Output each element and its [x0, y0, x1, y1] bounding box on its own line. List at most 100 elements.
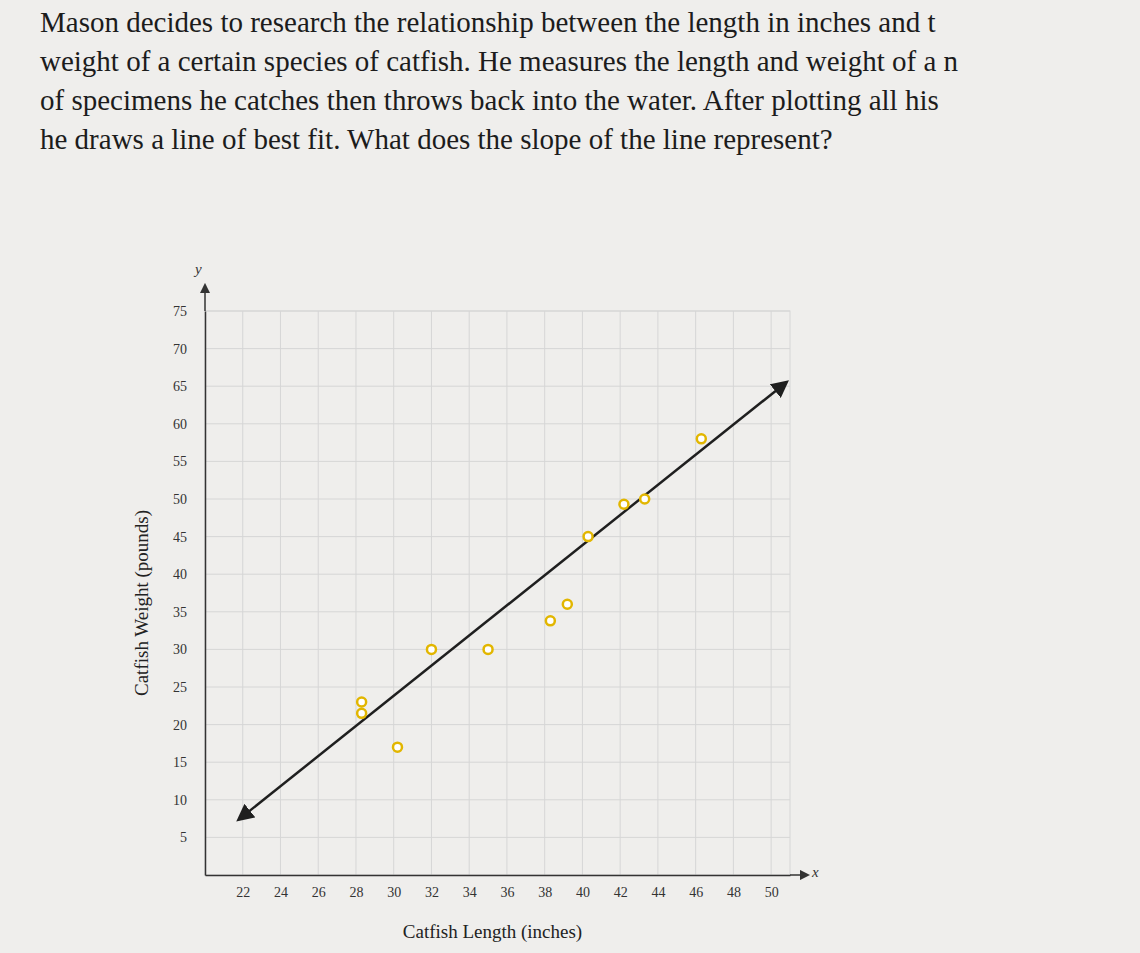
tick: 36 — [500, 875, 514, 900]
tick-label: 25 — [173, 680, 187, 695]
tick-label: 22 — [236, 885, 250, 900]
tick-label: 44 — [651, 885, 665, 900]
tick: 26 — [312, 875, 326, 900]
tick: 46 — [689, 875, 703, 900]
tick-label: 75 — [173, 304, 187, 319]
grid-line — [205, 799, 790, 800]
tick: 30 — [387, 875, 401, 900]
tick-label: 46 — [689, 885, 703, 900]
grid — [205, 311, 790, 875]
point — [427, 645, 436, 654]
tick-label: 24 — [274, 885, 288, 900]
point — [546, 616, 555, 625]
question: Mason decides to research the relationsh… — [40, 6, 959, 155]
tick-label: 28 — [349, 885, 363, 900]
tick: 25 — [173, 680, 205, 695]
point — [393, 743, 402, 752]
tick: 34 — [463, 875, 477, 900]
y-axis: 5 10 15 20 25 30 35 40 45 50 55 60 65 70 75 — [173, 304, 206, 876]
grid-line — [205, 724, 790, 725]
grid-line — [205, 386, 790, 387]
tick: 38 — [538, 875, 552, 900]
grid-line — [355, 311, 356, 875]
axis-arrow — [204, 285, 206, 311]
grid-line — [733, 311, 734, 875]
tick-label: 70 — [173, 342, 187, 357]
grid-line — [393, 311, 394, 875]
tick: 50 — [765, 875, 779, 900]
tick-label: 45 — [173, 530, 187, 545]
grid-line — [205, 687, 790, 688]
tick-label: 38 — [538, 885, 552, 900]
grid-line — [620, 311, 621, 875]
tick-label: 55 — [173, 454, 187, 469]
grid-line — [318, 311, 319, 875]
grid-line — [242, 311, 243, 875]
tick-label: 10 — [173, 793, 187, 808]
axis-line — [205, 312, 207, 876]
axis-symbol: y — [193, 261, 202, 277]
tick: 70 — [173, 342, 205, 357]
y-axis-title: Catfish Weight (pounds) — [131, 510, 153, 696]
grid-line — [431, 311, 432, 875]
tick-label: 42 — [614, 885, 628, 900]
question-line: Mason decides to research the relationsh… — [40, 6, 936, 38]
tick-label: 50 — [765, 885, 779, 900]
grid-line — [544, 311, 545, 875]
tick: 50 — [173, 492, 205, 507]
grid-line — [205, 762, 790, 763]
tick: 55 — [173, 454, 205, 469]
x-axis: 22 24 26 28 30 32 34 36 38 40 42 44 46 48 50 — [206, 875, 791, 900]
tick-label: 15 — [173, 755, 187, 770]
tick-label: 50 — [173, 492, 187, 507]
tick-label: 40 — [173, 567, 187, 582]
grid-line — [657, 311, 658, 875]
grid-line — [205, 348, 790, 349]
tick: 22 — [236, 875, 250, 900]
tick: 45 — [173, 530, 205, 545]
grid-line — [469, 311, 470, 875]
tick: 30 — [173, 642, 205, 657]
tick: 40 — [173, 567, 205, 582]
point — [584, 532, 593, 541]
tick-label: 40 — [576, 885, 590, 900]
tick: 24 — [274, 875, 288, 900]
plot-frame — [205, 311, 790, 875]
tick-label: 32 — [425, 885, 439, 900]
axis-arrow — [790, 874, 808, 876]
grid-line — [695, 311, 696, 875]
tick-label: 35 — [173, 605, 187, 620]
tick-label: 65 — [173, 379, 187, 394]
tick: 5 — [180, 830, 205, 845]
x-axis-title: Catfish Length (inches) — [403, 921, 582, 943]
question-line: weight of a certain species of catfish. … — [40, 45, 959, 77]
tick-label: 36 — [500, 885, 514, 900]
grid-line — [205, 423, 790, 424]
axis-symbol: x — [811, 864, 819, 880]
point — [619, 500, 628, 509]
grid-line — [506, 311, 507, 875]
tick-label: 60 — [173, 417, 187, 432]
tick: 35 — [173, 605, 205, 620]
tick: 15 — [173, 755, 205, 770]
tick: 32 — [425, 875, 439, 900]
marks — [239, 382, 786, 819]
tick-label: 34 — [463, 885, 477, 900]
tick-label: 20 — [173, 718, 187, 733]
question-line: he draws a line of best fit. What does t… — [40, 123, 833, 155]
tick: 20 — [173, 718, 205, 733]
tick-label: 48 — [727, 885, 741, 900]
chart: Mason decides to research the relationsh… — [0, 0, 1140, 953]
point — [357, 709, 366, 718]
tick: 40 — [576, 875, 590, 900]
grid-line — [205, 461, 790, 462]
tick: 44 — [651, 875, 665, 900]
grid-line — [205, 837, 790, 838]
grid-line — [205, 649, 790, 650]
tick: 60 — [173, 417, 205, 432]
grid-line — [205, 574, 790, 575]
tick-label: 30 — [173, 642, 187, 657]
grid-line — [280, 311, 281, 875]
grid-line — [582, 311, 583, 875]
tick-label: 5 — [180, 830, 187, 845]
